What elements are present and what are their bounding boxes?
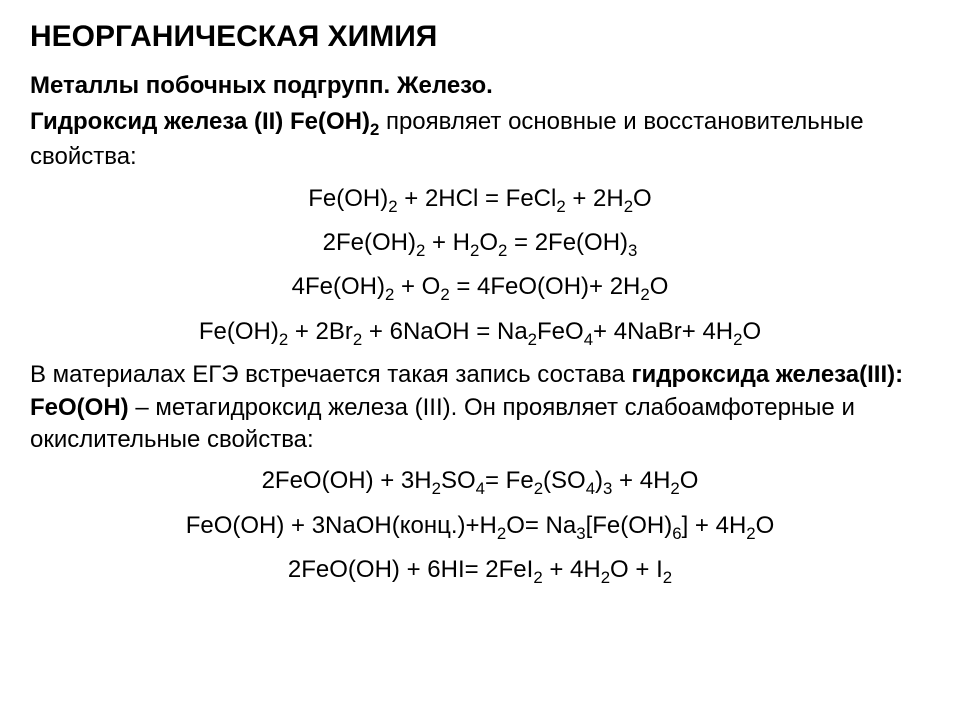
equation-4: Fe(OH)2 + 2Br2 + 6NaOH = Na2FeO4+ 4NaBr+…: [30, 315, 930, 351]
intro-bold: Гидроксид железа (II) Fe(OH)2: [30, 108, 379, 135]
equation-6: FeO(OH) + 3NaOH(конц.)+H2O= Na3[Fe(OH)6]…: [30, 509, 930, 545]
page-subtitle: Металлы побочных подгрупп. Железо.: [30, 72, 930, 100]
equation-3: 4Fe(OH)2 + O2 = 4FeO(OH)+ 2H2O: [30, 270, 930, 306]
equation-1: Fe(OH)2 + 2HCl = FeCl2 + 2H2O: [30, 182, 930, 218]
paragraph-2: В материалах ЕГЭ встречается такая запис…: [30, 359, 930, 456]
intro-paragraph: Гидроксид железа (II) Fe(OH)2 проявляет …: [30, 106, 930, 174]
page-title: НЕОРГАНИЧЕСКАЯ ХИМИЯ: [30, 20, 930, 54]
equation-7: 2FeO(OH) + 6HI= 2FeI2 + 4H2O + I2: [30, 553, 930, 589]
equation-5: 2FeO(OH) + 3H2SO4= Fe2(SO4)3 + 4H2O: [30, 464, 930, 500]
equation-2: 2Fe(OH)2 + H2O2 = 2Fe(OH)3: [30, 226, 930, 262]
